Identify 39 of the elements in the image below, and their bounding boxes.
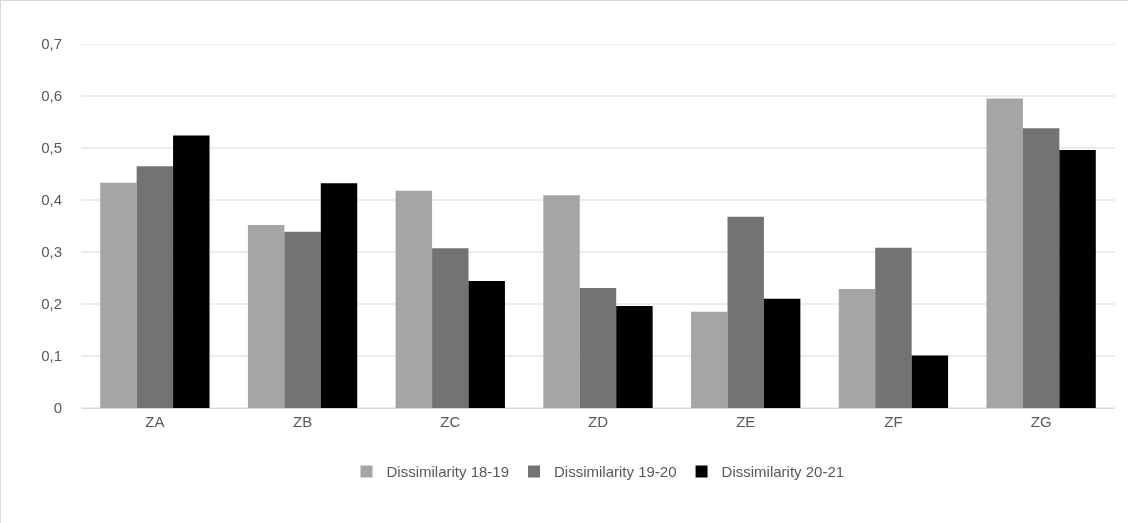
x-tick-label: ZG	[1030, 413, 1052, 430]
bar	[284, 231, 321, 408]
y-tick-label: 0,7	[41, 35, 62, 53]
y-tick-label: 0,6	[41, 87, 62, 105]
bar	[320, 183, 358, 408]
bar	[247, 224, 285, 408]
bar	[838, 288, 876, 408]
bar	[173, 135, 210, 408]
bar	[986, 98, 1023, 408]
x-tick-label: ZB	[292, 413, 313, 430]
y-tick-label: 0,3	[41, 243, 62, 261]
bar	[468, 281, 505, 408]
bar	[395, 190, 433, 408]
bar	[1059, 150, 1096, 408]
bar	[727, 216, 764, 408]
bar	[616, 306, 653, 408]
x-tick-label: ZC	[440, 413, 461, 430]
bar	[1022, 128, 1060, 408]
legend-label: Dissimilarity 18-19	[386, 463, 510, 481]
y-tick-label: 0	[53, 399, 62, 417]
bar	[763, 298, 801, 408]
legend-label: Dissimilarity 20-21	[721, 463, 845, 481]
bar	[543, 195, 580, 408]
bar	[875, 247, 912, 408]
bar	[691, 311, 728, 408]
x-tick-label: ZE	[736, 413, 756, 430]
y-tick-label: 0,4	[41, 191, 62, 209]
bar	[911, 355, 949, 408]
x-tick-label: ZA	[145, 413, 165, 430]
bar	[579, 287, 617, 408]
y-tick-label: 0,1	[41, 347, 62, 365]
legend-label: Dissimilarity 19-20	[554, 463, 677, 481]
x-tick-label: ZD	[588, 413, 609, 430]
bar	[432, 248, 469, 408]
y-tick-label: 0,2	[41, 295, 62, 313]
y-tick-label: 0,5	[41, 139, 62, 157]
bar	[136, 166, 174, 408]
bar	[100, 182, 137, 408]
x-tick-label: ZF	[884, 413, 903, 430]
